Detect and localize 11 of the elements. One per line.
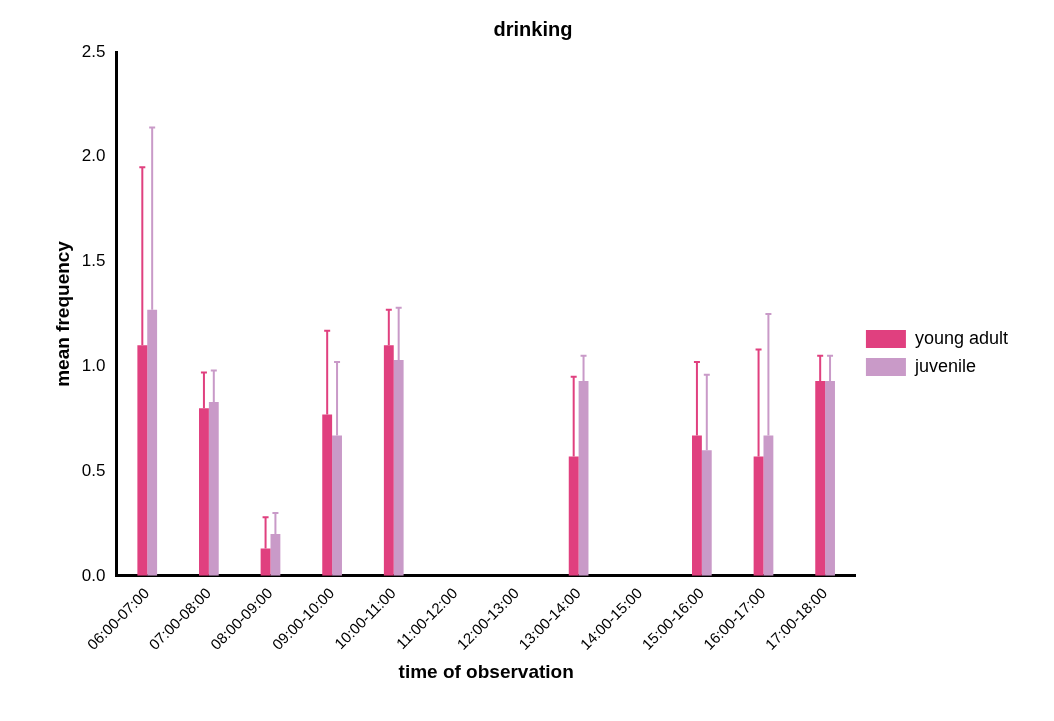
legend-label: young adult — [914, 327, 1008, 348]
chart-title: drinking — [493, 17, 573, 40]
y-tick-label: 1.5 — [81, 251, 106, 271]
y-tick-label: 0.5 — [81, 460, 106, 480]
y-tick-label: 2.0 — [81, 146, 106, 166]
y-tick-label: 1.0 — [81, 356, 106, 375]
x-axis-title: time of observation — [398, 660, 574, 682]
y-tick-label: 0.0 — [81, 565, 106, 585]
y-tick-label: 2.5 — [81, 41, 106, 61]
legend-label: juvenile — [913, 355, 976, 376]
y-axis-title: mean frequency — [51, 240, 73, 387]
